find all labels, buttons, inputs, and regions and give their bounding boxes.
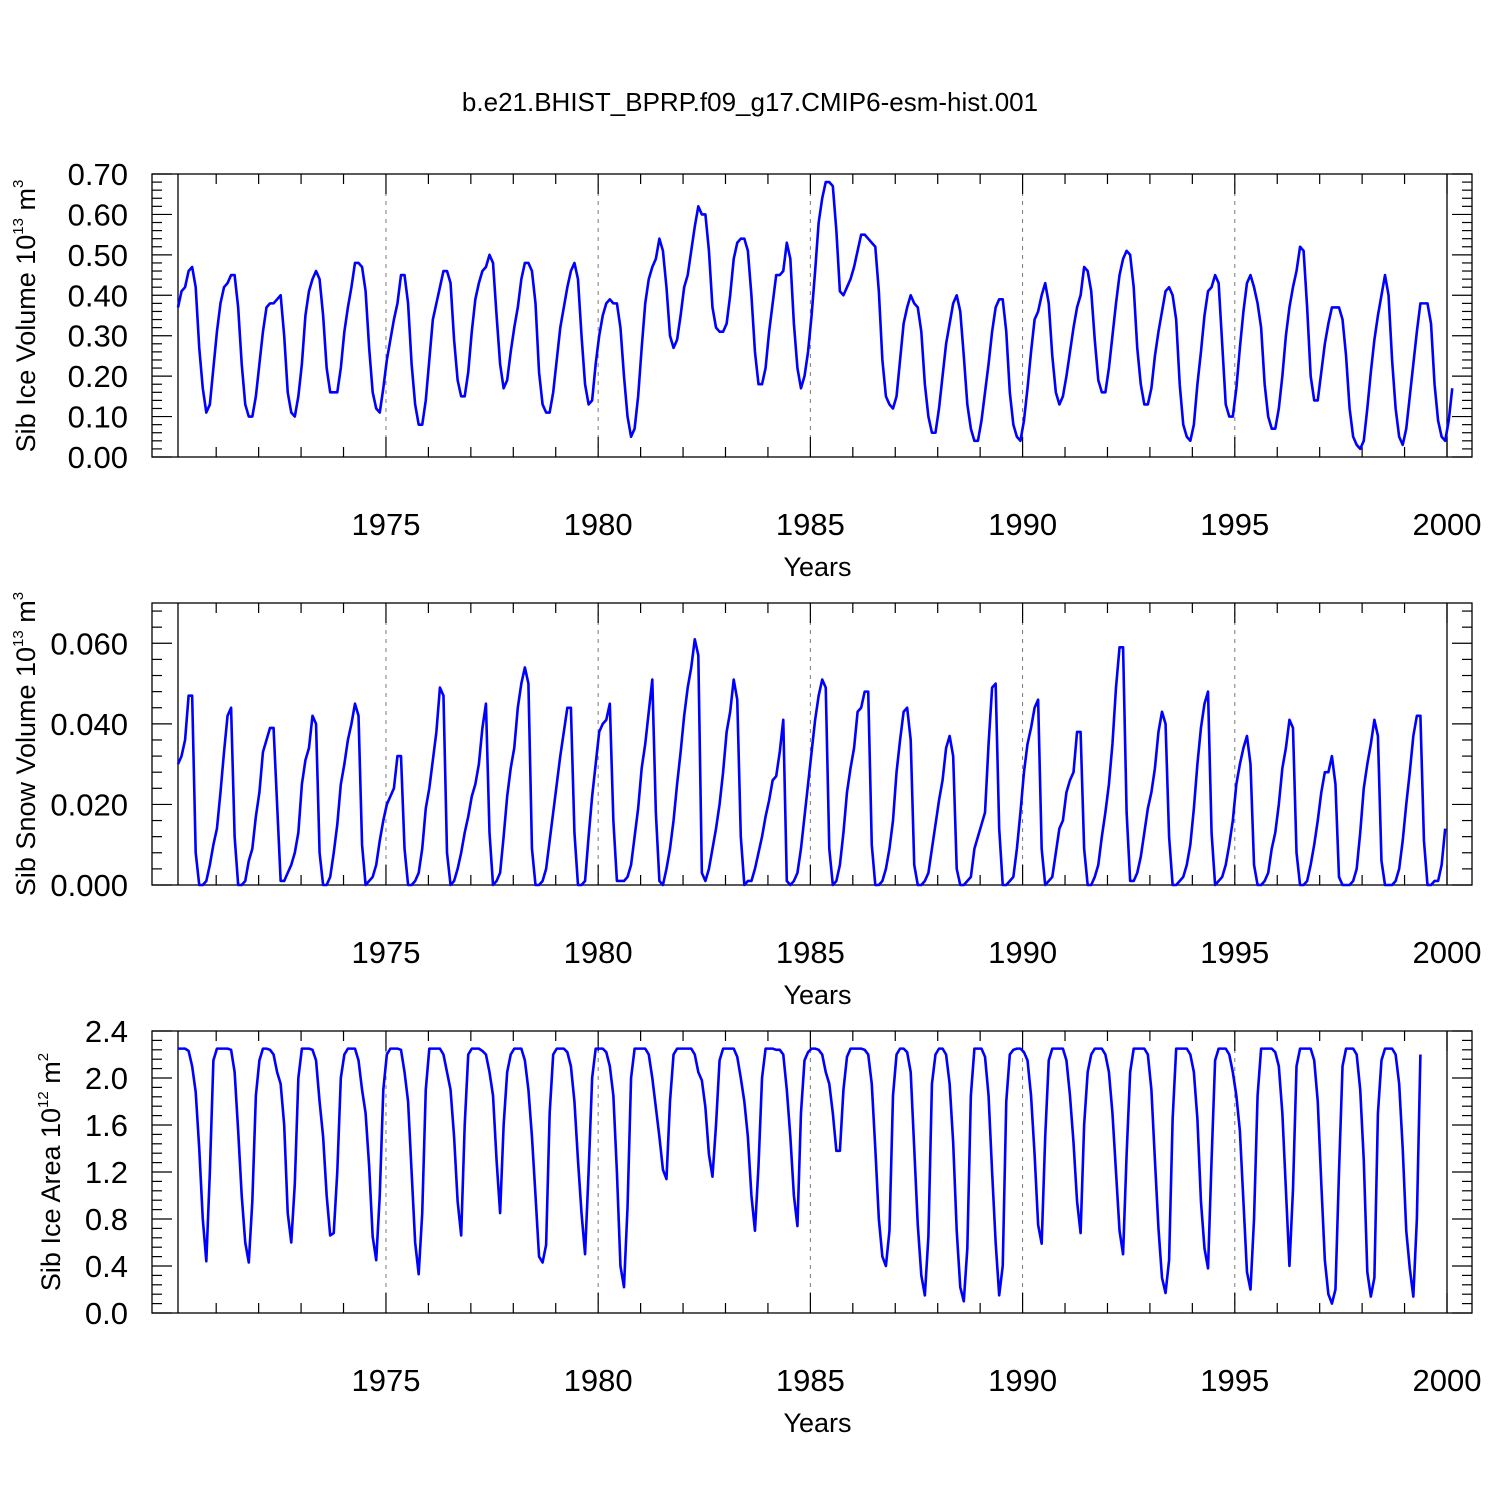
- series-line: [178, 1047, 1422, 1305]
- x-tick-label: 1985: [776, 935, 845, 970]
- y-axis-label: Sib Snow Volume 1013 m3: [10, 592, 41, 896]
- y-tick-label: 1.6: [85, 1108, 128, 1143]
- x-tick-label: 1975: [351, 507, 420, 542]
- y-tick-label: 0.30: [68, 319, 128, 354]
- x-tick-label: 1985: [776, 1363, 845, 1398]
- y-axis-label: Sib Ice Volume 1013 m3: [10, 180, 41, 453]
- x-tick-label: 1980: [564, 1363, 633, 1398]
- y-tick-label: 0.000: [50, 868, 128, 903]
- plot-frame: [151, 602, 1473, 886]
- x-tick-label: 1975: [351, 1363, 420, 1398]
- x-tick-label: 1990: [988, 1363, 1057, 1398]
- x-tick-label: 1985: [776, 507, 845, 542]
- x-tick-label: 2000: [1413, 507, 1482, 542]
- x-tick-label: 1990: [988, 507, 1057, 542]
- x-axis-label: Years: [783, 980, 851, 1010]
- figure-title: b.e21.BHIST_BPRP.f09_g17.CMIP6-esm-hist.…: [462, 87, 1038, 117]
- x-tick-label: 1995: [1200, 935, 1269, 970]
- y-tick-label: 0.4: [85, 1249, 128, 1284]
- y-tick-label: 0.060: [50, 626, 128, 661]
- x-tick-label: 2000: [1413, 935, 1482, 970]
- x-axis-label: Years: [783, 1408, 851, 1438]
- y-tick-label: 0.70: [68, 157, 128, 192]
- y-tick-label: 2.0: [85, 1061, 128, 1096]
- x-tick-label: 1980: [564, 935, 633, 970]
- y-tick-label: 0.0: [85, 1296, 128, 1331]
- y-tick-label: 0.50: [68, 238, 128, 273]
- y-tick-label: 2.4: [85, 1014, 128, 1049]
- x-tick-label: 1995: [1200, 1363, 1269, 1398]
- y-tick-label: 0.00: [68, 440, 128, 475]
- x-axis-label: Years: [783, 552, 851, 582]
- series-line: [176, 637, 1447, 887]
- y-tick-label: 1.2: [85, 1155, 128, 1190]
- x-tick-label: 1995: [1200, 507, 1269, 542]
- plot-frame: [151, 1030, 1473, 1314]
- y-tick-label: 0.10: [68, 400, 128, 435]
- x-tick-label: 1975: [351, 935, 420, 970]
- x-tick-label: 2000: [1413, 1363, 1482, 1398]
- panel-sib-ice-volume: 0.00 0.10 0.20 0.30 0.40 0.50 0.60 0.70 1975 1980…: [10, 157, 1481, 582]
- y-tick-label: 0.20: [68, 359, 128, 394]
- y-axis-label: Sib Ice Area 1012 m2: [35, 1053, 66, 1291]
- y-tick-label: 0.40: [68, 278, 128, 313]
- y-tick-label: 0.040: [50, 707, 128, 742]
- y-tick-label: 0.8: [85, 1202, 128, 1237]
- series-line: [176, 180, 1454, 451]
- plot-frame: [151, 173, 1473, 458]
- y-tick-label: 0.60: [68, 197, 128, 232]
- panel-sib-snow-volume: 0.000 0.020 0.040 0.060 1975 1980 1985 1990 1995…: [10, 592, 1481, 1010]
- x-tick-label: 1990: [988, 935, 1057, 970]
- panel-sib-ice-area: 0.0 0.4 0.8 1.2 1.6 2.0 2.4 1975 1980 1985 1990 199…: [35, 1014, 1481, 1438]
- x-tick-label: 1980: [564, 507, 633, 542]
- y-tick-label: 0.020: [50, 787, 128, 822]
